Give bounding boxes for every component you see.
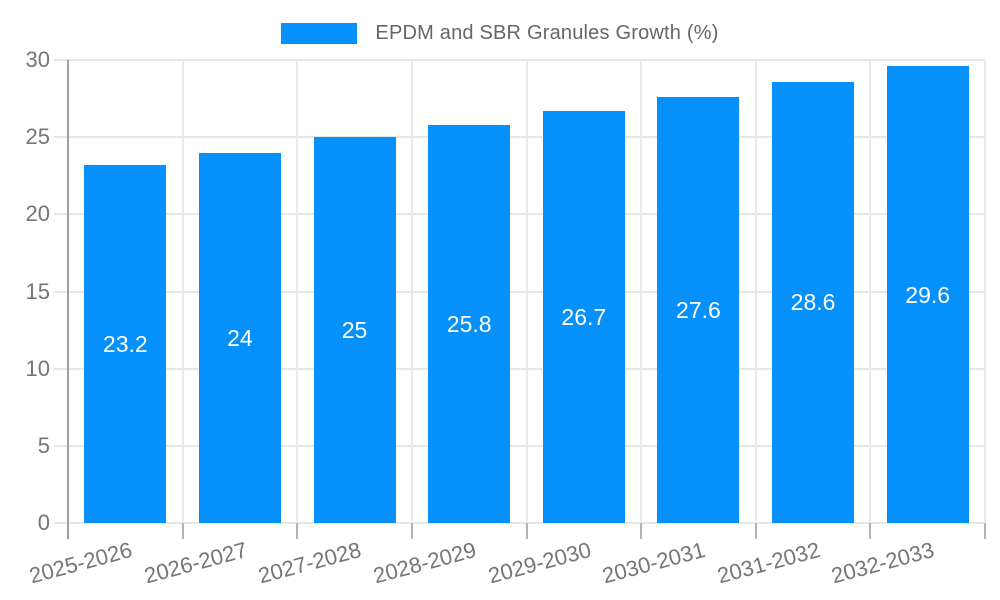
x-axis-category-label: 2025-2026 — [26, 537, 135, 589]
x-gridline — [525, 60, 528, 523]
bar — [542, 110, 625, 523]
y-gridline — [54, 213, 985, 216]
x-axis-tick — [181, 523, 184, 539]
y-gridline — [54, 444, 985, 447]
y-gridline — [54, 367, 985, 370]
legend[interactable]: EPDM and SBR Granules Growth (%) — [0, 22, 1000, 44]
x-gridline — [984, 60, 986, 523]
bar — [198, 152, 281, 523]
x-axis-tick — [296, 523, 299, 539]
bar — [772, 81, 855, 523]
x-axis-category-label: 2029-2030 — [485, 537, 594, 589]
y-axis-tick-label: 10 — [25, 355, 50, 381]
bar — [428, 124, 511, 523]
y-axis-tick-label: 20 — [25, 201, 50, 227]
x-gridline — [296, 60, 299, 523]
x-gridline — [410, 60, 413, 523]
x-axis-category-label: 2032-2033 — [829, 537, 938, 589]
x-gridline — [754, 60, 757, 523]
x-axis-category-label: 2031-2032 — [714, 537, 823, 589]
y-gridline — [54, 290, 985, 293]
bar-value-label: 26.7 — [561, 303, 607, 330]
bar-value-label: 25 — [341, 317, 368, 344]
legend-label: EPDM and SBR Granules Growth (%) — [375, 21, 719, 44]
y-gridline — [54, 522, 985, 524]
x-axis-tick — [525, 523, 528, 539]
bar-value-label: 23.2 — [102, 330, 148, 357]
x-axis-tick — [640, 523, 643, 539]
x-axis-category-label: 2028-2029 — [370, 537, 479, 589]
bar — [886, 66, 969, 523]
x-gridline — [869, 60, 872, 523]
bar-value-label: 24 — [227, 324, 253, 351]
x-axis-tick — [984, 523, 986, 539]
y-gridline — [54, 59, 985, 61]
bar — [84, 164, 167, 523]
bar — [313, 137, 396, 523]
y-axis-tick-label: 15 — [25, 278, 50, 304]
bar-value-label: 27.6 — [676, 297, 721, 324]
x-axis-tick — [410, 523, 413, 539]
x-axis-tick — [869, 523, 872, 539]
y-axis-tick-label: 30 — [25, 47, 50, 72]
x-gridline — [640, 60, 643, 523]
y-gridline — [54, 136, 985, 139]
bar-value-label: 28.6 — [790, 289, 836, 316]
x-gridline — [181, 60, 184, 523]
y-axis-tick-label: 25 — [25, 124, 50, 150]
bar — [657, 97, 740, 523]
x-axis-tick — [754, 523, 757, 539]
bar-value-label: 29.6 — [905, 281, 951, 308]
y-axis-tick-label: 0 — [37, 510, 50, 535]
x-axis-category-label: 2027-2028 — [255, 537, 365, 589]
y-axis-tick-label: 5 — [37, 432, 50, 458]
x-axis-category-label: 2026-2027 — [141, 537, 250, 589]
bar-value-label: 25.8 — [446, 310, 492, 337]
y-axis-line — [67, 60, 69, 539]
x-axis-category-label: 2030-2031 — [599, 537, 708, 589]
legend-swatch-icon — [281, 22, 358, 44]
